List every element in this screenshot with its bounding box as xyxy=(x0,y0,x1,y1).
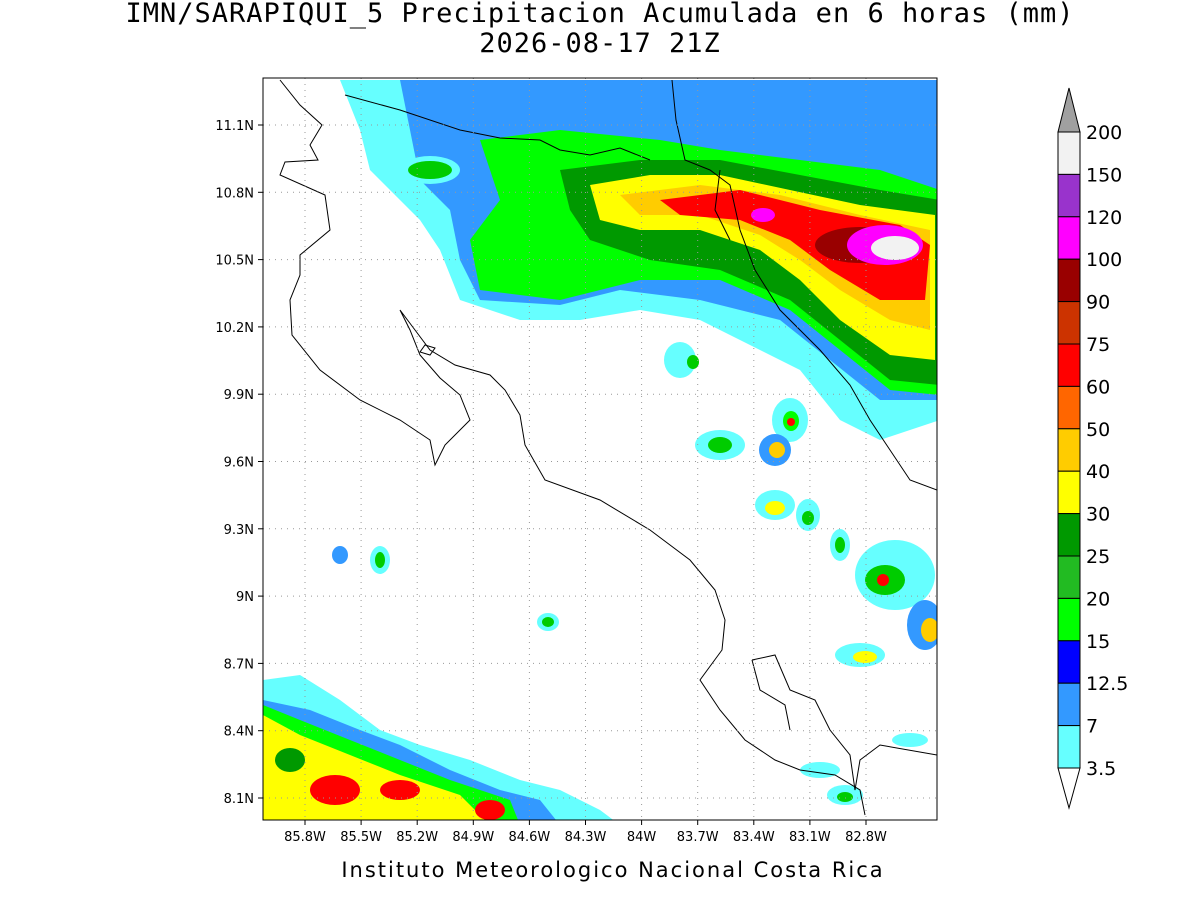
colorbar-label: 30 xyxy=(1086,504,1110,526)
footer-credit: Instituto Meteorologico Nacional Costa R… xyxy=(341,858,884,882)
lat-label: 8.1N xyxy=(224,792,254,807)
colorbar-segment xyxy=(1057,682,1081,727)
lat-label: 9.9N xyxy=(224,388,254,403)
lon-label: 85.5W xyxy=(340,830,382,845)
lon-label: 85.8W xyxy=(284,830,326,845)
colorbar-label: 75 xyxy=(1086,334,1110,356)
precip-cells xyxy=(332,156,937,805)
precip-field xyxy=(263,79,937,820)
colorbar-label: 25 xyxy=(1086,546,1110,568)
colorbar-segment xyxy=(1057,513,1081,557)
colorbar-label: 3.5 xyxy=(1086,758,1116,780)
colorbar-segment xyxy=(1057,385,1081,430)
lon-label: 83.7W xyxy=(677,830,719,845)
lon-label: 84.3W xyxy=(565,830,607,845)
colorbar-segment xyxy=(1057,258,1081,303)
lat-label: 8.4N xyxy=(224,725,254,740)
lon-label: 84.6W xyxy=(508,830,550,845)
colorbar-label: 12.5 xyxy=(1086,673,1128,695)
lat-label: 10.8N xyxy=(215,186,254,201)
precip-area xyxy=(475,800,505,820)
precip-area xyxy=(310,775,360,805)
colorbar-segment xyxy=(1057,301,1081,345)
colorbar-over xyxy=(1057,87,1081,133)
precip-area xyxy=(660,190,930,300)
colorbar-label: 150 xyxy=(1086,164,1122,186)
lon-label: 83.1W xyxy=(789,830,831,845)
map-frame xyxy=(262,77,938,821)
colorbar-segment xyxy=(1057,131,1081,175)
lat-label: 8.7N xyxy=(224,657,254,672)
colorbar-label: 40 xyxy=(1086,461,1110,483)
precip-area xyxy=(751,208,775,222)
colorbar-segment xyxy=(1057,597,1081,642)
title: IMN/SARAPIQUI_5 Precipitacion Acumulada … xyxy=(125,0,1074,29)
colorbar-segment xyxy=(1057,428,1081,472)
lon-label: 83.4W xyxy=(733,830,775,845)
colorbar-label: 20 xyxy=(1086,588,1110,610)
lat-label: 9.6N xyxy=(224,456,254,471)
lon-label: 84.9W xyxy=(452,830,494,845)
colorbar-segment xyxy=(1057,725,1081,769)
lat-label: 10.5N xyxy=(215,254,254,269)
colorbar-segment xyxy=(1057,470,1081,515)
lat-label: 9.3N xyxy=(224,523,254,538)
precip-area xyxy=(871,236,919,260)
colorbar-segment xyxy=(1057,343,1081,387)
colorbar-label: 90 xyxy=(1086,292,1110,314)
precip-area xyxy=(380,780,420,800)
colorbar-label: 15 xyxy=(1086,631,1110,653)
colorbar-label: 100 xyxy=(1086,249,1122,271)
colorbar-segment xyxy=(1057,173,1081,218)
colorbar-segment xyxy=(1057,216,1081,260)
colorbar-segment xyxy=(1057,555,1081,599)
lon-label: 84W xyxy=(627,830,657,845)
lat-label: 9N xyxy=(236,590,254,605)
lon-label: 85.2W xyxy=(396,830,438,845)
colorbar-label: 200 xyxy=(1086,122,1122,144)
lat-label: 11.1N xyxy=(215,119,254,134)
subtitle: 2026-08-17 21Z xyxy=(479,28,721,59)
grid: 11.1N 10.8N 10.5N 10.2N 9.9N 9.6N 9.3N 9N 8.7N 8.… xyxy=(215,78,937,845)
lon-label: 82.8W xyxy=(845,830,887,845)
colorbar-label: 50 xyxy=(1086,419,1110,441)
colorbar-label: 120 xyxy=(1086,207,1122,229)
precip-area xyxy=(275,748,305,772)
colorbar-label: 60 xyxy=(1086,376,1110,398)
lat-label: 10.2N xyxy=(215,321,254,336)
colorbar-segment xyxy=(1057,640,1081,684)
colorbar: 200 150 120 100 90 75 60 50 40 30 25 20 15 12.5 7 3.5 xyxy=(1057,87,1128,810)
coastline xyxy=(279,79,937,816)
colorbar-under xyxy=(1057,767,1081,810)
colorbar-label: 7 xyxy=(1086,716,1098,738)
